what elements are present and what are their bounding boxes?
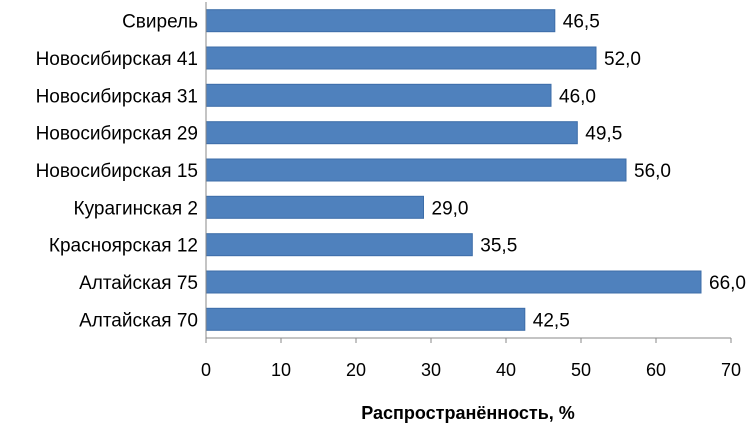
- bar: [205, 9, 556, 33]
- value-label: 42,5: [533, 310, 570, 331]
- value-labels: 46,552,0 46,0 49,5 56,0 29,0 35,5 66,0 42,5: [432, 12, 746, 332]
- bar: [205, 195, 424, 219]
- value-label: 46,0: [559, 86, 596, 107]
- category-label: Новосибирская 15: [36, 161, 198, 182]
- x-axis-ticks: [205, 338, 732, 343]
- value-label: 66,0: [709, 273, 746, 294]
- bar: [205, 307, 526, 331]
- value-label: 46,5: [563, 12, 600, 33]
- x-tick-label: 10: [271, 360, 291, 380]
- bar: [205, 270, 702, 294]
- category-label: Алтайская 75: [79, 273, 198, 294]
- category-label: Новосибирская 31: [36, 86, 198, 107]
- x-tick-label: 40: [496, 360, 516, 380]
- value-label: 35,5: [480, 236, 517, 257]
- category-label: Курагинская 2: [74, 198, 198, 219]
- bar: [205, 83, 552, 107]
- category-labels: Свирель Новосибирская 41 Новосибирская 31 Н…: [36, 12, 199, 332]
- bar: [205, 46, 597, 70]
- x-tick-label: 60: [646, 360, 666, 380]
- x-tick-labels: 0 10 20 30 40 50 60 70: [201, 360, 741, 380]
- value-label: 56,0: [634, 161, 671, 182]
- bar: [205, 121, 578, 145]
- x-tick-label: 70: [721, 360, 741, 380]
- value-label: 52,0: [604, 49, 641, 70]
- bar: [205, 158, 627, 182]
- x-tick-label: 30: [421, 360, 441, 380]
- x-axis-title: Распространённость, %: [361, 403, 575, 423]
- category-label: Красноярская 12: [49, 236, 198, 257]
- category-label: Новосибирская 29: [36, 124, 198, 145]
- x-tick-label: 20: [346, 360, 366, 380]
- category-label: Новосибирская 41: [36, 49, 198, 70]
- value-label: 29,0: [432, 198, 469, 219]
- x-tick-label: 50: [571, 360, 591, 380]
- value-label: 49,5: [585, 124, 622, 145]
- x-tick-label: 0: [201, 360, 211, 380]
- category-label: Алтайская 70: [79, 310, 198, 331]
- category-label: Свирель: [122, 12, 198, 33]
- bar: [205, 233, 473, 257]
